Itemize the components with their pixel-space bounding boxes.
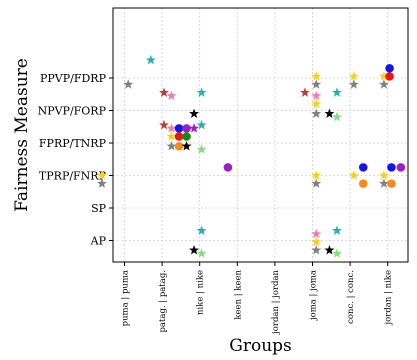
- x-axis-ticks: puma | puma patag. | patag. nike | nike kee…: [121, 262, 394, 335]
- x-tick-label: patag. | patag.: [158, 270, 168, 333]
- star-point: [378, 71, 389, 81]
- y-tick-label: NPVP/FORP: [38, 105, 107, 118]
- circle-point: [358, 179, 368, 188]
- star-point: [311, 90, 322, 101]
- star-point: [196, 144, 207, 154]
- star-point: [196, 225, 207, 235]
- circle-point: [387, 163, 396, 172]
- star-point: [378, 170, 389, 180]
- grid-lines: [113, 8, 408, 262]
- y-tick-label: AP: [90, 235, 107, 248]
- star-point: [311, 236, 322, 247]
- star-point: [311, 178, 322, 188]
- star-point: [378, 178, 389, 188]
- star-point: [348, 71, 359, 81]
- star-point: [166, 90, 177, 101]
- star-point: [324, 245, 335, 255]
- y-axis-title: Fairness Measure: [12, 58, 32, 212]
- star-point: [96, 178, 107, 188]
- circle-point: [385, 63, 394, 73]
- x-tick-label: conc. | conc.: [346, 270, 356, 324]
- star-point: [311, 228, 322, 239]
- y-tick-label: TPRP/FNRP: [39, 170, 107, 183]
- star-point: [196, 87, 207, 97]
- star-point: [189, 108, 200, 118]
- star-point: [324, 108, 335, 118]
- star-point: [311, 245, 322, 255]
- star-point: [189, 123, 200, 133]
- circle-point: [223, 163, 233, 172]
- y-tick-label: PPVP/FDRP: [40, 72, 107, 85]
- circle-point: [387, 179, 396, 188]
- star-point: [311, 170, 322, 180]
- plot-frame: [112, 7, 409, 263]
- star-point: [311, 71, 322, 81]
- x-axis-title: Groups: [229, 336, 292, 356]
- circle-point: [182, 124, 191, 133]
- star-point: [166, 123, 177, 133]
- star-point: [331, 248, 342, 258]
- star-point: [331, 87, 342, 97]
- star-point: [196, 248, 207, 258]
- x-tick-label: jordan | jordan: [271, 269, 281, 334]
- star-point: [331, 225, 342, 235]
- x-tick-label: puma | puma: [121, 270, 131, 326]
- x-tick-label: nike | nike: [196, 270, 206, 315]
- circle-point: [174, 141, 184, 151]
- circle-point: [174, 132, 184, 141]
- star-point: [331, 111, 342, 122]
- star-point: [145, 54, 156, 65]
- y-tick-label: FPRP/TNRP: [39, 137, 107, 150]
- circle-point: [174, 124, 184, 133]
- star-point: [348, 79, 359, 89]
- star-point: [348, 170, 359, 180]
- y-tick-label: SP: [91, 202, 107, 215]
- star-point: [311, 79, 322, 89]
- x-tick-label: jordan | nike: [384, 270, 394, 325]
- star-point: [378, 79, 389, 89]
- circle-point: [385, 72, 394, 81]
- star-point: [96, 170, 107, 180]
- star-point: [196, 119, 207, 130]
- x-tick-label: joma | joma: [309, 270, 319, 321]
- circle-point: [396, 163, 406, 172]
- star-point: [300, 87, 310, 97]
- x-tick-label: keen | keen: [233, 269, 243, 319]
- star-point: [159, 87, 169, 97]
- star-point: [166, 141, 177, 151]
- y-axis-ticks: AP SP TPRP/FNRP FPRP/TNRP NPVP/FORP PPVP/FDRP: [38, 72, 113, 248]
- star-point: [181, 141, 192, 151]
- star-point: [311, 108, 322, 118]
- star-point: [189, 245, 200, 255]
- data-points: [96, 54, 406, 258]
- circle-point: [358, 163, 368, 172]
- circle-point: [182, 132, 191, 141]
- star-point: [311, 98, 322, 109]
- star-point: [166, 131, 177, 141]
- star-point: [159, 119, 169, 130]
- star-point: [123, 79, 134, 89]
